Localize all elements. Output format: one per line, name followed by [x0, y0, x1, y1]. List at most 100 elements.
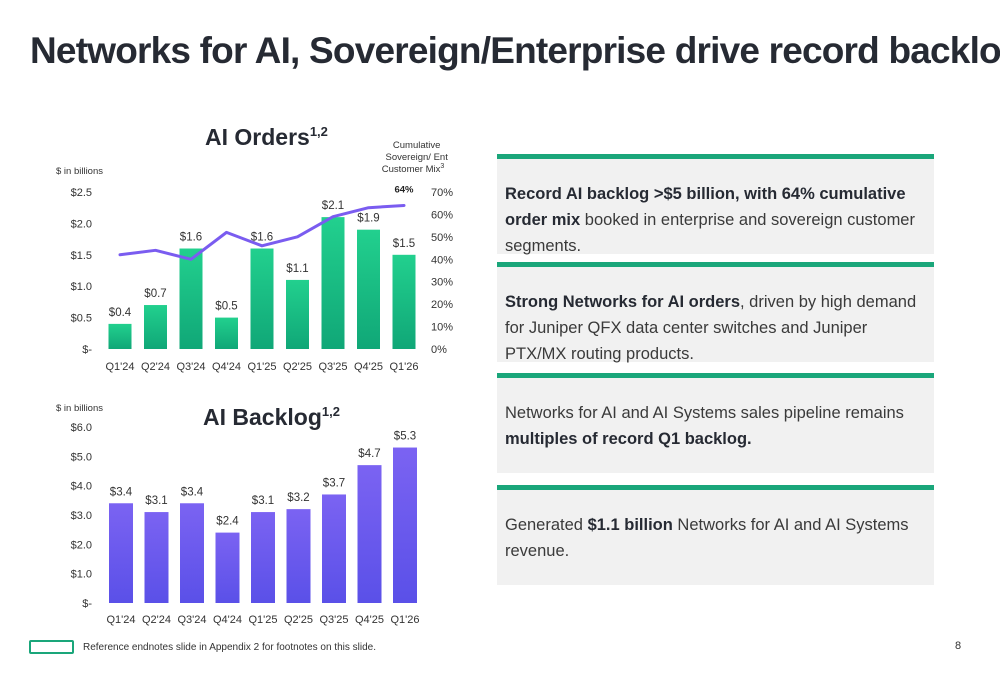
x-tick-label: Q4'25 [354, 361, 383, 373]
card-text-segment: Generated [505, 516, 588, 534]
footnote-text: Reference endnotes slide in Appendix 2 f… [83, 642, 376, 653]
card-text-segment: Record AI backlog >$5 billion, with 64% … [505, 185, 906, 229]
bar [109, 503, 133, 603]
bar-value-label: $3.4 [110, 486, 133, 498]
bar [392, 254, 416, 349]
bar [321, 217, 345, 349]
secondary-y-tick-label: 0% [431, 344, 447, 356]
y-tick-label: $3.0 [71, 510, 92, 522]
bar-value-label: $1.9 [357, 213, 379, 225]
bar [286, 509, 311, 603]
secondary-label-line-1: Cumulative [393, 140, 441, 151]
x-tick-label: Q4'24 [212, 361, 241, 373]
y-tick-label: $2.0 [71, 218, 92, 230]
y-tick-label: $0.5 [71, 313, 92, 325]
ai-backlog-title: AI Backlog1,2 [203, 404, 340, 430]
bar-value-label: $3.7 [323, 477, 345, 489]
secondary-y-tick-label: 40% [431, 254, 453, 266]
y-tick-label: $1.0 [71, 569, 92, 581]
bar [322, 494, 346, 603]
ai-orders-bar-labels: $0.4 $0.7 $1.6 $0.5 $1.6 $1.1 $2.1 $1.9 $1.5 [109, 200, 415, 319]
secondary-y-tick-label: 70% [431, 187, 453, 199]
card-text-segment: , driven by high demand for Juniper QFX … [505, 293, 917, 363]
card-text-segment: Networks for AI and AI Systems sales pip… [505, 404, 904, 422]
ai-orders-x-axis: Q1'24 Q2'24 Q3'24 Q4'24 Q1'25 Q2'25 Q3'25 Q4'25… [105, 361, 418, 373]
x-tick-label: Q1'25 [247, 361, 276, 373]
bar [144, 512, 169, 603]
card-text-segment: booked in enterprise and sovereign custo… [505, 211, 915, 255]
y-tick-label: $1.5 [71, 250, 92, 262]
bar [357, 229, 380, 349]
secondary-y-tick-label: 10% [431, 322, 453, 334]
ai-orders-secondary-label: Cumulative Sovereign/ Ent Customer Mix3 [382, 140, 451, 175]
bar [180, 503, 204, 603]
y-tick-label: $- [82, 344, 92, 356]
x-tick-label: Q1'26 [389, 361, 418, 373]
secondary-y-tick-label: 50% [431, 232, 453, 244]
x-tick-label: Q1'25 [248, 614, 277, 626]
x-tick-label: Q4'24 [213, 614, 242, 626]
ai-orders-ylabel: $ in billions [56, 166, 103, 177]
card-text-segment: $1.1 billion [587, 516, 673, 534]
footer-logo-box [29, 640, 74, 654]
y-tick-label: $2.0 [71, 539, 92, 551]
secondary-label-line-3: Customer Mix [382, 164, 441, 175]
bar-value-label: $2.1 [322, 200, 344, 212]
customer-mix-line [118, 203, 406, 261]
customer-mix-end-label: 64% [394, 184, 414, 195]
bar [144, 305, 167, 349]
ai-orders-bars [108, 217, 416, 349]
x-tick-label: Q1'24 [106, 614, 135, 626]
bar-value-label: $3.1 [252, 495, 274, 507]
ai-backlog-bar-labels: $3.4 $3.1 $3.4 $2.4 $3.1 $3.2 $3.7 $4.7 $5.3 [110, 431, 416, 528]
bar [286, 279, 309, 349]
bar [393, 447, 417, 603]
bar-value-label: $0.4 [109, 307, 132, 319]
bar [179, 248, 203, 349]
ai-orders-y-axis: $- $0.5 $1.0 $1.5 $2.0 $2.5 [71, 187, 93, 356]
secondary-label-superscript: 3 [440, 163, 444, 170]
bar-value-label: $0.7 [144, 288, 166, 300]
highlight-card-4: Generated $1.1 billion Networks for AI a… [497, 485, 934, 585]
bar [251, 512, 275, 603]
bar [215, 317, 238, 349]
x-tick-label: Q3'24 [176, 361, 205, 373]
secondary-y-tick-label: 30% [431, 277, 453, 289]
ai-backlog-y-axis: $- $1.0 $2.0 $3.0 $4.0 $5.0 $6.0 [71, 422, 93, 610]
ai-orders-secondary-y-axis: 0% 10% 20% 30% 40% 50% 60% 70% [431, 187, 453, 356]
y-tick-label: $4.0 [71, 481, 92, 493]
x-tick-label: Q2'24 [142, 614, 171, 626]
ai-backlog-ylabel: $ in billions [56, 403, 103, 414]
bar-value-label: $5.3 [394, 431, 416, 443]
ai-backlog-bars [109, 447, 417, 603]
bar-value-label: $1.6 [251, 232, 273, 244]
bar-value-label: $2.4 [216, 516, 239, 528]
highlight-card-2: Strong Networks for AI orders, driven by… [497, 262, 934, 363]
x-tick-label: Q3'25 [319, 614, 348, 626]
bar-value-label: $3.4 [181, 486, 204, 498]
bar-value-label: $1.6 [180, 232, 202, 244]
x-tick-label: Q3'25 [318, 361, 347, 373]
y-tick-label: $1.0 [71, 281, 92, 293]
y-tick-label: $- [82, 598, 92, 610]
card-text-segment: multiples of record Q1 backlog. [505, 430, 752, 448]
secondary-label-line-2: Sovereign/ Ent [386, 152, 449, 163]
bar-value-label: $1.1 [286, 263, 308, 275]
secondary-y-tick-label: 60% [431, 209, 453, 221]
bar-value-label: $3.2 [287, 492, 309, 504]
card-text-segment: Networks for AI and AI Systems revenue. [505, 516, 909, 560]
bar [215, 532, 240, 603]
y-tick-label: $6.0 [71, 422, 92, 434]
bar [357, 465, 382, 603]
ai-orders-title: AI Orders1,2 [205, 124, 328, 150]
x-tick-label: Q3'24 [177, 614, 206, 626]
secondary-y-tick-label: 20% [431, 299, 453, 311]
x-tick-label: Q2'25 [283, 361, 312, 373]
ai-backlog-x-axis: Q1'24 Q2'24 Q3'24 Q4'24 Q1'25 Q2'25 Q3'25 Q4'25… [106, 614, 419, 626]
bar [250, 248, 274, 349]
x-tick-label: Q4'25 [355, 614, 384, 626]
highlight-card-3: Networks for AI and AI Systems sales pip… [497, 373, 934, 473]
x-tick-label: Q1'24 [105, 361, 134, 373]
